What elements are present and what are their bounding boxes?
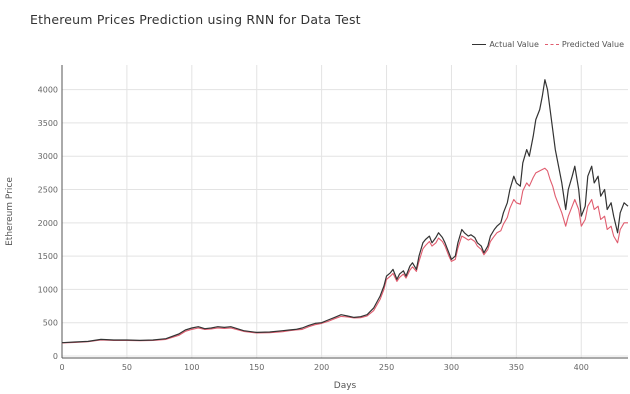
legend-label-actual: Actual Value: [489, 40, 539, 49]
y-tick-label: 500: [43, 319, 58, 328]
y-tick-label: 3000: [38, 152, 58, 161]
x-tick-label: 0: [59, 363, 64, 372]
y-tick-label: 2000: [38, 219, 58, 228]
series-group: [61, 79, 629, 344]
x-tick-label: 50: [122, 363, 132, 372]
legend: Actual Value Predicted Value: [472, 40, 624, 49]
y-tick-label: 4000: [38, 86, 58, 95]
x-tick-label: 100: [184, 363, 199, 372]
tick-labels: 0 50 100 150 200 250 300 350 4000500100015002000…: [38, 86, 589, 372]
legend-item-actual[interactable]: Actual Value: [472, 40, 539, 49]
x-axis-label: Days: [334, 381, 357, 391]
chart-title: Ethereum Prices Prediction using RNN for…: [30, 12, 361, 27]
y-tick-label: 1500: [38, 252, 58, 261]
axes: [61, 65, 628, 359]
grid: [61, 65, 628, 358]
legend-label-predicted: Predicted Value: [561, 40, 624, 49]
x-tick-label: 300: [444, 363, 459, 372]
x-tick-label: 150: [249, 363, 264, 372]
series-predicted-line: [61, 167, 628, 344]
x-tick-label: 200: [314, 363, 329, 372]
y-tick-label: 0: [53, 352, 58, 361]
x-tick-label: 400: [574, 363, 589, 372]
y-axis-label: Ethereum Price: [5, 177, 15, 246]
y-tick-label: 3500: [38, 119, 58, 128]
legend-swatch-actual: [472, 44, 487, 45]
legend-item-predicted[interactable]: Predicted Value: [544, 40, 624, 49]
x-tick-label: 250: [379, 363, 394, 372]
series-actual-line: [61, 79, 629, 344]
y-tick-label: 2500: [38, 186, 58, 195]
y-tick-label: 1000: [38, 285, 58, 294]
legend-swatch-predicted: [544, 44, 559, 45]
x-tick-label: 350: [509, 363, 524, 372]
